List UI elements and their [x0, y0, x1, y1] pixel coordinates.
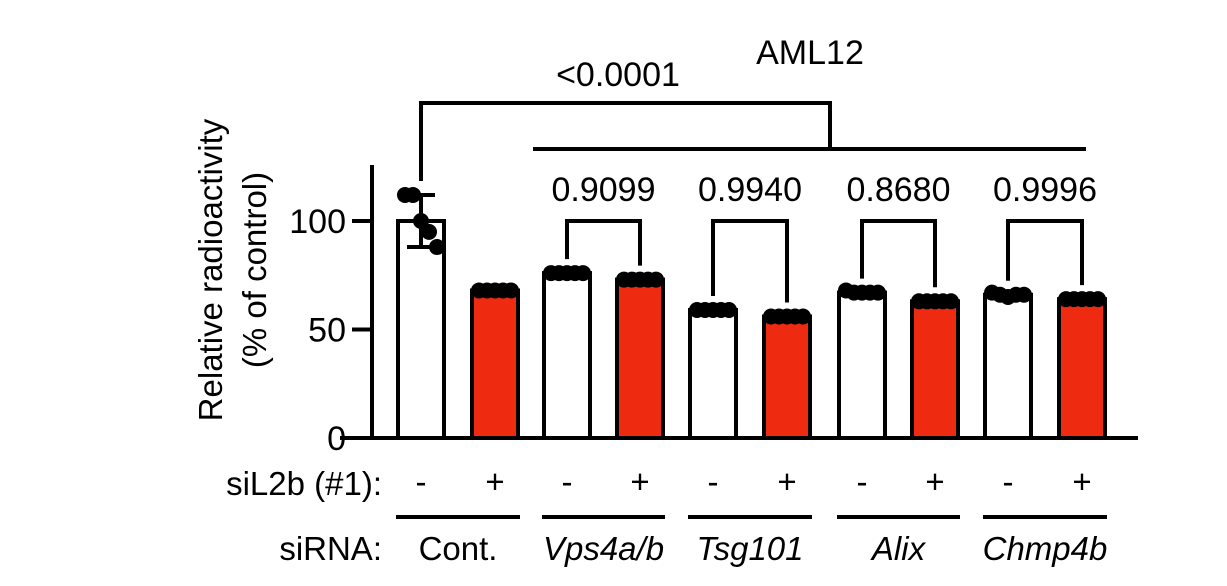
- y-axis-label-line-1: Relative radioactivity: [192, 118, 229, 421]
- data-point: [1090, 291, 1106, 308]
- y-axis-label-line-2: (% of control): [236, 172, 273, 368]
- data-point: [870, 284, 886, 301]
- x-tick-label: -: [857, 463, 868, 500]
- group-label: Cont.: [419, 530, 498, 567]
- data-point: [943, 293, 959, 310]
- y-tick-label: 100: [289, 203, 346, 241]
- pair-bracket: [565, 219, 642, 266]
- bar-silenced: [910, 299, 960, 441]
- row-label-siL2b: siL2b (#1):: [226, 465, 382, 502]
- x-tick-label: +: [630, 463, 649, 500]
- bar-silenced: [615, 277, 665, 440]
- group-label: Chmp4b: [983, 530, 1108, 567]
- group-label: Alix: [870, 530, 927, 567]
- data-point: [429, 239, 445, 256]
- x-tick-label: +: [485, 463, 504, 500]
- data-point: [1016, 286, 1032, 303]
- p-value-label: 0.9940: [698, 171, 802, 209]
- bar-control: [542, 271, 592, 440]
- y-axis-label: Relative radioactivity (% of control): [192, 118, 273, 421]
- pair-bracket: [860, 219, 937, 288]
- bar-silenced: [1057, 297, 1107, 440]
- p-value-label: 0.9099: [552, 171, 656, 209]
- x-tick-label: +: [1072, 463, 1091, 500]
- x-axis-categories: siL2b (#1): - + - + - + - + - +: [226, 463, 1092, 502]
- data-point: [405, 186, 421, 203]
- bar-control: [837, 290, 887, 440]
- bars: [396, 219, 1107, 441]
- siRNA-groups: siRNA: Cont. Vps4a/b Tsg101 Alix Chmp4b: [279, 515, 1108, 567]
- chart-title: AML12: [756, 34, 864, 72]
- data-points: [397, 186, 1106, 325]
- y-tick-label: 50: [308, 312, 346, 350]
- bar-silenced: [762, 314, 812, 441]
- y-axis-ticks: 0 50 100: [289, 203, 372, 458]
- significance-brackets: <0.0001 0.9099 0.9940 0.8680 0.9996: [419, 56, 1097, 303]
- p-value-label: 0.9996: [993, 171, 1097, 209]
- pair-bracket: [711, 219, 789, 303]
- x-tick-label: +: [777, 463, 796, 500]
- x-tick-label: +: [925, 463, 944, 500]
- data-point: [721, 301, 737, 318]
- data-point: [575, 265, 591, 282]
- x-tick-label: -: [562, 463, 573, 500]
- row-label-siRNA: siRNA:: [279, 530, 382, 567]
- y-tick-label: 0: [327, 420, 346, 458]
- x-tick-label: -: [416, 463, 427, 500]
- bar-control: [688, 307, 738, 440]
- bar-control: [983, 292, 1033, 440]
- data-point: [648, 271, 664, 288]
- group-label: Vps4a/b: [543, 530, 664, 567]
- data-point: [503, 282, 519, 299]
- p-value-label: 0.8680: [847, 171, 951, 209]
- x-tick-label: -: [708, 463, 719, 500]
- p-value-label: <0.0001: [556, 56, 680, 94]
- bar-silenced: [470, 288, 520, 440]
- data-point: [795, 308, 811, 325]
- pair-bracket: [1006, 219, 1084, 286]
- group-label: Tsg101: [696, 530, 803, 567]
- x-tick-label: -: [1003, 463, 1014, 500]
- data-point: [421, 223, 437, 240]
